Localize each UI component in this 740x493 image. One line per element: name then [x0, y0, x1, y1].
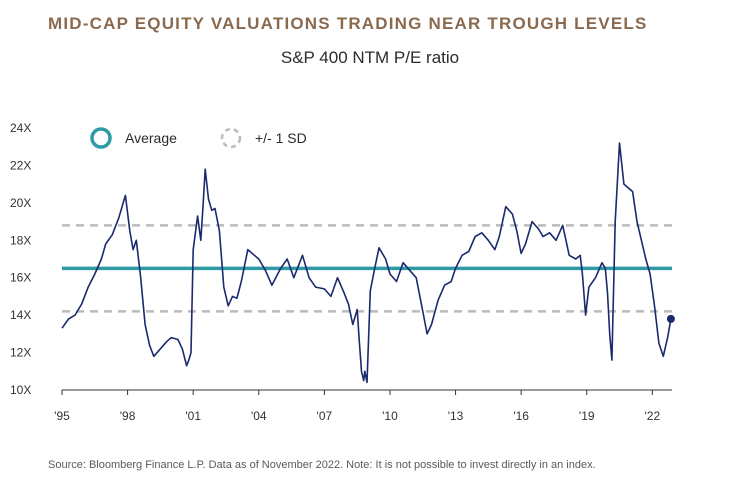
x-tick-label: '98 — [120, 409, 136, 423]
x-tick-label: '10 — [382, 409, 398, 423]
legend-average-marker — [90, 127, 112, 149]
y-axis-ticks: 10X 12X 14X 16X 18X 20X 22X 24X — [10, 121, 31, 397]
x-tick-label: '07 — [317, 409, 333, 423]
x-tick-label: '95 — [54, 409, 70, 423]
chart-subtitle: S&P 400 NTM P/E ratio — [280, 48, 460, 67]
x-tick-label: '16 — [513, 409, 529, 423]
x-tick-label: '19 — [579, 409, 595, 423]
x-tick-label: '01 — [185, 409, 201, 423]
y-tick-label: 16X — [10, 271, 31, 285]
last-point-marker — [666, 314, 675, 323]
y-tick-label: 18X — [10, 233, 31, 247]
legend-sd-marker — [220, 127, 242, 149]
x-axis-ticks: '95 '98 '01 '04 '07 '10 '13 '16 '19 '22 — [54, 390, 660, 423]
y-tick-label: 22X — [10, 158, 31, 172]
source-note: Source: Bloomberg Finance L.P. Data as o… — [48, 459, 596, 471]
x-tick-label: '22 — [645, 409, 661, 423]
legend-sd-label: +/- 1 SD — [255, 130, 307, 146]
y-tick-label: 14X — [10, 308, 31, 322]
y-tick-label: 12X — [10, 346, 31, 360]
y-tick-label: 10X — [10, 383, 31, 397]
x-tick-label: '13 — [448, 409, 464, 423]
x-tick-label: '04 — [251, 409, 267, 423]
legend-average-label: Average — [125, 130, 177, 146]
series-line-sp400-pe — [61, 142, 672, 384]
y-tick-label: 24X — [10, 121, 31, 135]
legend: Average +/- 1 SD — [90, 127, 307, 149]
chart-title: MID-CAP EQUITY VALUATIONS TRADING NEAR T… — [48, 14, 648, 33]
y-tick-label: 20X — [10, 196, 31, 210]
